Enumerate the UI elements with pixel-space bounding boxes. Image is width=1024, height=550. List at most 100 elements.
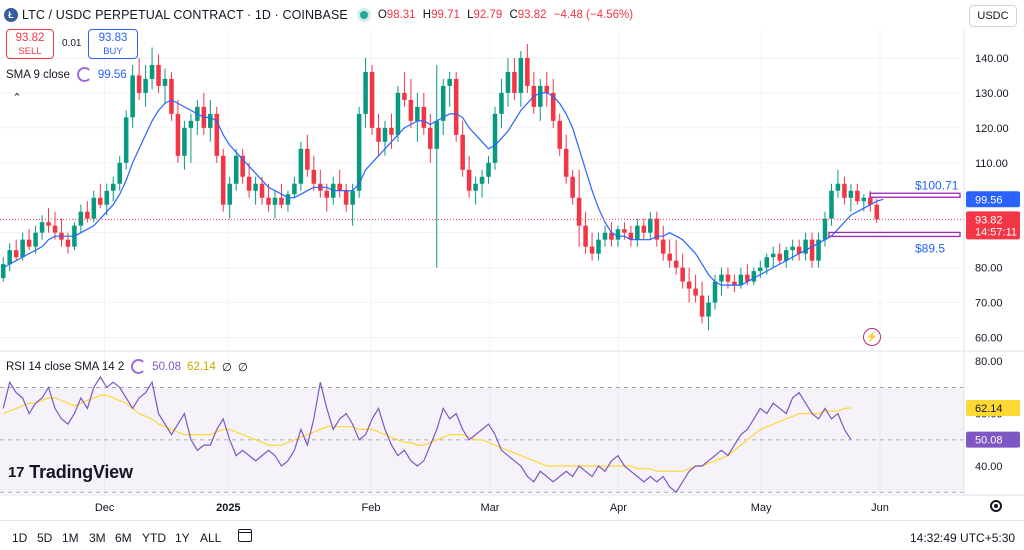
candle-body xyxy=(149,64,155,79)
flash-icon[interactable]: ⚡ xyxy=(863,328,881,346)
candle-body xyxy=(654,218,660,240)
candle-body xyxy=(266,197,271,205)
candle-body xyxy=(428,127,433,149)
candle-body xyxy=(602,232,608,240)
candle-body xyxy=(395,92,401,135)
rsi-legend[interactable]: RSI 14 close SMA 14 2 50.08 62.14 ∅ ∅ xyxy=(6,359,248,374)
candle-body xyxy=(544,85,550,93)
candle-body xyxy=(550,92,556,121)
candle-body xyxy=(589,246,595,254)
price-annotations[interactable]: $100.71 $89.5 xyxy=(828,178,961,255)
range-1d[interactable]: 1D xyxy=(12,531,28,545)
y-tick-label: 80.00 xyxy=(975,263,1003,275)
candle-body xyxy=(460,134,465,170)
candle-body xyxy=(796,246,802,254)
candle-body xyxy=(770,253,776,258)
symbol-title[interactable]: LTC / USDC PERPETUAL CONTRACT · 1D · COI… xyxy=(22,8,348,22)
candle-body xyxy=(447,78,452,86)
candle-body xyxy=(227,183,232,205)
candle-body xyxy=(285,194,291,205)
candle-body xyxy=(104,190,110,205)
candle-body xyxy=(822,218,828,240)
range-6m[interactable]: 6M xyxy=(115,531,132,545)
settings-gear-icon[interactable] xyxy=(990,500,1002,512)
x-tick-label: Mar xyxy=(480,502,499,514)
sma-price-marker xyxy=(966,191,1020,208)
sma-legend[interactable]: SMA 9 close 99.56 xyxy=(6,67,127,82)
clock[interactable]: 14:32:49 UTC+5:30 xyxy=(910,531,1016,545)
candle-body xyxy=(660,239,666,254)
candle-body xyxy=(609,232,614,240)
tradingview-mark-icon: 17 xyxy=(8,464,25,481)
x-tick-label: Apr xyxy=(610,502,627,514)
range-ytd[interactable]: YTD xyxy=(142,531,166,545)
candle-body xyxy=(816,239,821,261)
sell-button[interactable]: 93.82 SELL xyxy=(6,29,54,59)
candle-body xyxy=(706,302,711,317)
candle-body xyxy=(253,183,258,191)
calendar-icon[interactable] xyxy=(238,529,252,542)
x-tick-label: Feb xyxy=(362,502,381,514)
candle-body xyxy=(91,197,97,219)
y-tick-label: 110.00 xyxy=(975,158,1008,170)
currency-selector[interactable]: USDC xyxy=(969,5,1017,27)
candle-body xyxy=(389,127,394,135)
x-tick-label: Jun xyxy=(871,502,889,514)
candle-body xyxy=(292,183,297,195)
rsi-value-marker-text: 50.08 xyxy=(975,435,1003,447)
candle-body xyxy=(783,250,789,261)
candle-body xyxy=(188,120,194,128)
rsi-sma-line xyxy=(2,394,851,472)
candle-body xyxy=(829,190,834,219)
sma9-line xyxy=(2,92,884,286)
range-5d[interactable]: 5D xyxy=(37,531,53,545)
candles xyxy=(0,43,880,331)
candle-body xyxy=(615,229,621,240)
candle-body xyxy=(65,239,71,247)
candle-body xyxy=(473,183,478,191)
candle-body xyxy=(130,75,135,118)
candle-body xyxy=(732,281,737,286)
candle-body xyxy=(434,120,440,149)
x-tick-label: Dec xyxy=(95,502,115,514)
candle-body xyxy=(725,274,731,282)
candle-body xyxy=(78,211,84,226)
tradingview-logo[interactable]: 17 TradingView xyxy=(8,462,133,482)
candle-body xyxy=(376,127,381,142)
candle-body xyxy=(809,239,815,261)
candle-body xyxy=(156,64,161,86)
candle-body xyxy=(479,176,485,184)
candle-body xyxy=(26,239,32,247)
y-tick-label: 60.00 xyxy=(975,333,1003,345)
collapse-legend-button[interactable]: ⌃ xyxy=(12,91,22,104)
candle-body xyxy=(324,190,330,198)
range-3m[interactable]: 3M xyxy=(89,531,106,545)
candle-body xyxy=(693,288,698,296)
range-1y[interactable]: 1Y xyxy=(175,531,190,545)
candle-body xyxy=(777,253,782,261)
candle-body xyxy=(305,148,310,170)
indicator-loading-icon xyxy=(76,67,92,82)
candle-body xyxy=(790,246,795,251)
candle-body xyxy=(667,253,672,261)
candle-body xyxy=(848,190,854,198)
range-all[interactable]: ALL xyxy=(200,531,222,545)
candle-body xyxy=(350,190,355,205)
range-1m[interactable]: 1M xyxy=(62,531,79,545)
candle-body xyxy=(279,197,284,205)
axes xyxy=(0,30,1024,496)
last-price-marker xyxy=(966,211,1020,240)
candle-body xyxy=(143,78,148,93)
y-tick-label: 70.00 xyxy=(975,298,1003,310)
candle-body xyxy=(98,197,103,205)
candle-body xyxy=(622,229,627,233)
candle-body xyxy=(382,127,388,142)
buy-button[interactable]: 93.83 BUY xyxy=(88,29,138,59)
candle-body xyxy=(855,190,860,202)
candle-body xyxy=(233,155,239,184)
candle-body xyxy=(492,113,498,163)
candle-body xyxy=(52,225,58,233)
candle-body xyxy=(272,197,278,205)
